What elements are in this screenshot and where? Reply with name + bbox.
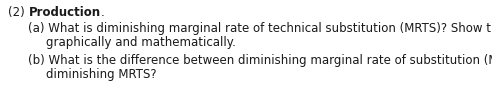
Text: .: . (101, 6, 104, 19)
Text: Production: Production (29, 6, 101, 19)
Text: (b) What is the difference between diminishing marginal rate of substitution (MR: (b) What is the difference between dimin… (28, 54, 492, 67)
Text: diminishing MRTS?: diminishing MRTS? (46, 68, 156, 81)
Text: graphically and mathematically.: graphically and mathematically. (46, 36, 236, 49)
Text: (a) What is diminishing marginal rate of technical substitution (MRTS)? Show thi: (a) What is diminishing marginal rate of… (28, 22, 492, 35)
Text: (2): (2) (8, 6, 29, 19)
